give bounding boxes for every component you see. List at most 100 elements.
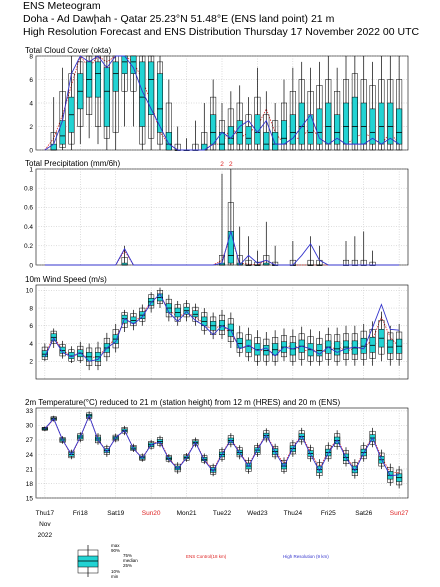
y-tick-label: 1 bbox=[29, 166, 33, 173]
ens-box bbox=[334, 67, 341, 151]
y-tick-label: 4 bbox=[29, 100, 33, 107]
ens-box bbox=[307, 444, 314, 462]
date-label: Thu17 bbox=[36, 510, 55, 517]
ens-box-25-75 bbox=[396, 108, 403, 145]
ens-box-25-75 bbox=[369, 337, 376, 353]
month-label: Nov bbox=[39, 521, 51, 528]
ens-box bbox=[325, 442, 332, 462]
ens-box bbox=[360, 56, 367, 151]
ens-box bbox=[298, 61, 305, 151]
ens-box-25-75 bbox=[59, 120, 66, 145]
ens-box bbox=[334, 327, 341, 366]
y-tick-label: 8 bbox=[29, 53, 33, 60]
y-tick-label: 18 bbox=[26, 481, 34, 488]
ens-box bbox=[351, 459, 358, 479]
ens-box bbox=[219, 309, 225, 340]
date-label: Tue22 bbox=[213, 510, 232, 517]
date-label: Wed23 bbox=[247, 510, 268, 517]
y-tick-label: 2 bbox=[29, 124, 33, 131]
ens-box bbox=[157, 435, 163, 448]
ens-box-25-75 bbox=[316, 108, 323, 145]
ens-box bbox=[360, 324, 367, 366]
ens-box-10-90 bbox=[59, 91, 66, 148]
ens-box bbox=[183, 300, 190, 322]
ens-box bbox=[325, 56, 332, 151]
ens-box-25-75 bbox=[227, 231, 234, 264]
ens-box bbox=[369, 321, 376, 366]
ens-box-25-75 bbox=[210, 114, 217, 145]
ens-box bbox=[378, 56, 385, 151]
ens-box bbox=[245, 97, 252, 151]
ens-box bbox=[174, 462, 181, 474]
panel-3 bbox=[35, 284, 409, 380]
ens-box bbox=[95, 55, 101, 145]
hres-line bbox=[44, 229, 400, 266]
ens-box-25-75 bbox=[387, 102, 394, 145]
ens-box bbox=[121, 309, 128, 332]
forecast-run-line: High Resolution Forecast and ENS Distrib… bbox=[23, 26, 420, 38]
legend-p75: 75% bbox=[123, 553, 132, 558]
ens-box bbox=[95, 341, 101, 371]
date-label: Fri18 bbox=[73, 510, 88, 517]
ens-box bbox=[50, 97, 57, 151]
location-line: Doha - Ad Dawḩah - Qatar 25.23°N 51.48°E… bbox=[23, 13, 335, 25]
ens-box-25-75 bbox=[192, 310, 199, 318]
ens-box bbox=[369, 250, 376, 266]
ens-box bbox=[351, 325, 358, 366]
legend-min: min bbox=[111, 574, 119, 579]
y-tick-label: 33 bbox=[26, 408, 34, 415]
ens-box bbox=[272, 330, 279, 366]
ens-box bbox=[210, 79, 217, 151]
ens-box bbox=[148, 55, 155, 150]
ens-box bbox=[343, 56, 349, 151]
ens-box bbox=[165, 79, 172, 151]
ens-box bbox=[289, 329, 296, 366]
y-tick-label: 0.8 bbox=[24, 186, 33, 193]
panel-title: 10m Wind Speed (m/s) bbox=[25, 275, 107, 284]
ens-box bbox=[174, 300, 181, 326]
ens-box bbox=[77, 56, 84, 145]
y-tick-label: 0.2 bbox=[24, 243, 33, 250]
ens-box-25-75 bbox=[272, 343, 279, 356]
ens-box bbox=[360, 442, 367, 462]
ens-box-25-75 bbox=[334, 341, 341, 356]
ens-box-25-75 bbox=[272, 132, 279, 151]
ens-box bbox=[351, 236, 358, 266]
date-label: Mon21 bbox=[177, 510, 197, 517]
ens-box bbox=[236, 325, 243, 357]
legend-ens-control: ENS Control(18 km) bbox=[186, 554, 227, 559]
ens-box bbox=[387, 325, 394, 366]
overflow-label: 2 bbox=[220, 161, 224, 168]
legend-p10: 10% bbox=[111, 569, 120, 574]
ens-box bbox=[378, 311, 385, 362]
ens-box bbox=[103, 444, 110, 457]
ens-box bbox=[41, 343, 48, 362]
ens-box-25-75 bbox=[334, 114, 341, 145]
ens-box-25-75 bbox=[289, 114, 296, 145]
ens-box bbox=[289, 67, 296, 151]
date-label: Sun20 bbox=[142, 510, 161, 517]
ens-box bbox=[236, 85, 243, 151]
ens-box-25-75 bbox=[369, 108, 376, 145]
ens-box bbox=[281, 79, 287, 151]
y-tick-label: 2 bbox=[29, 359, 33, 366]
ens-box bbox=[103, 55, 110, 150]
ens-box-25-75 bbox=[387, 339, 394, 354]
ens-box bbox=[316, 61, 323, 151]
ens-box bbox=[316, 331, 323, 366]
ens-box-25-75 bbox=[245, 126, 252, 145]
ens-box bbox=[112, 324, 119, 353]
ens-box-25-75 bbox=[351, 96, 358, 145]
date-label: Fri25 bbox=[321, 510, 336, 517]
ens-box-25-75 bbox=[103, 67, 110, 127]
ens-box bbox=[245, 327, 252, 362]
ens-box bbox=[289, 241, 296, 266]
ens-box-25-75 bbox=[360, 337, 367, 354]
y-tick-label: 21 bbox=[26, 466, 34, 473]
ens-box bbox=[174, 126, 181, 151]
ens-box bbox=[130, 309, 137, 331]
legend-p90: 90% bbox=[111, 548, 120, 553]
hres-line bbox=[44, 293, 400, 362]
legend-median-label: median bbox=[123, 558, 138, 563]
